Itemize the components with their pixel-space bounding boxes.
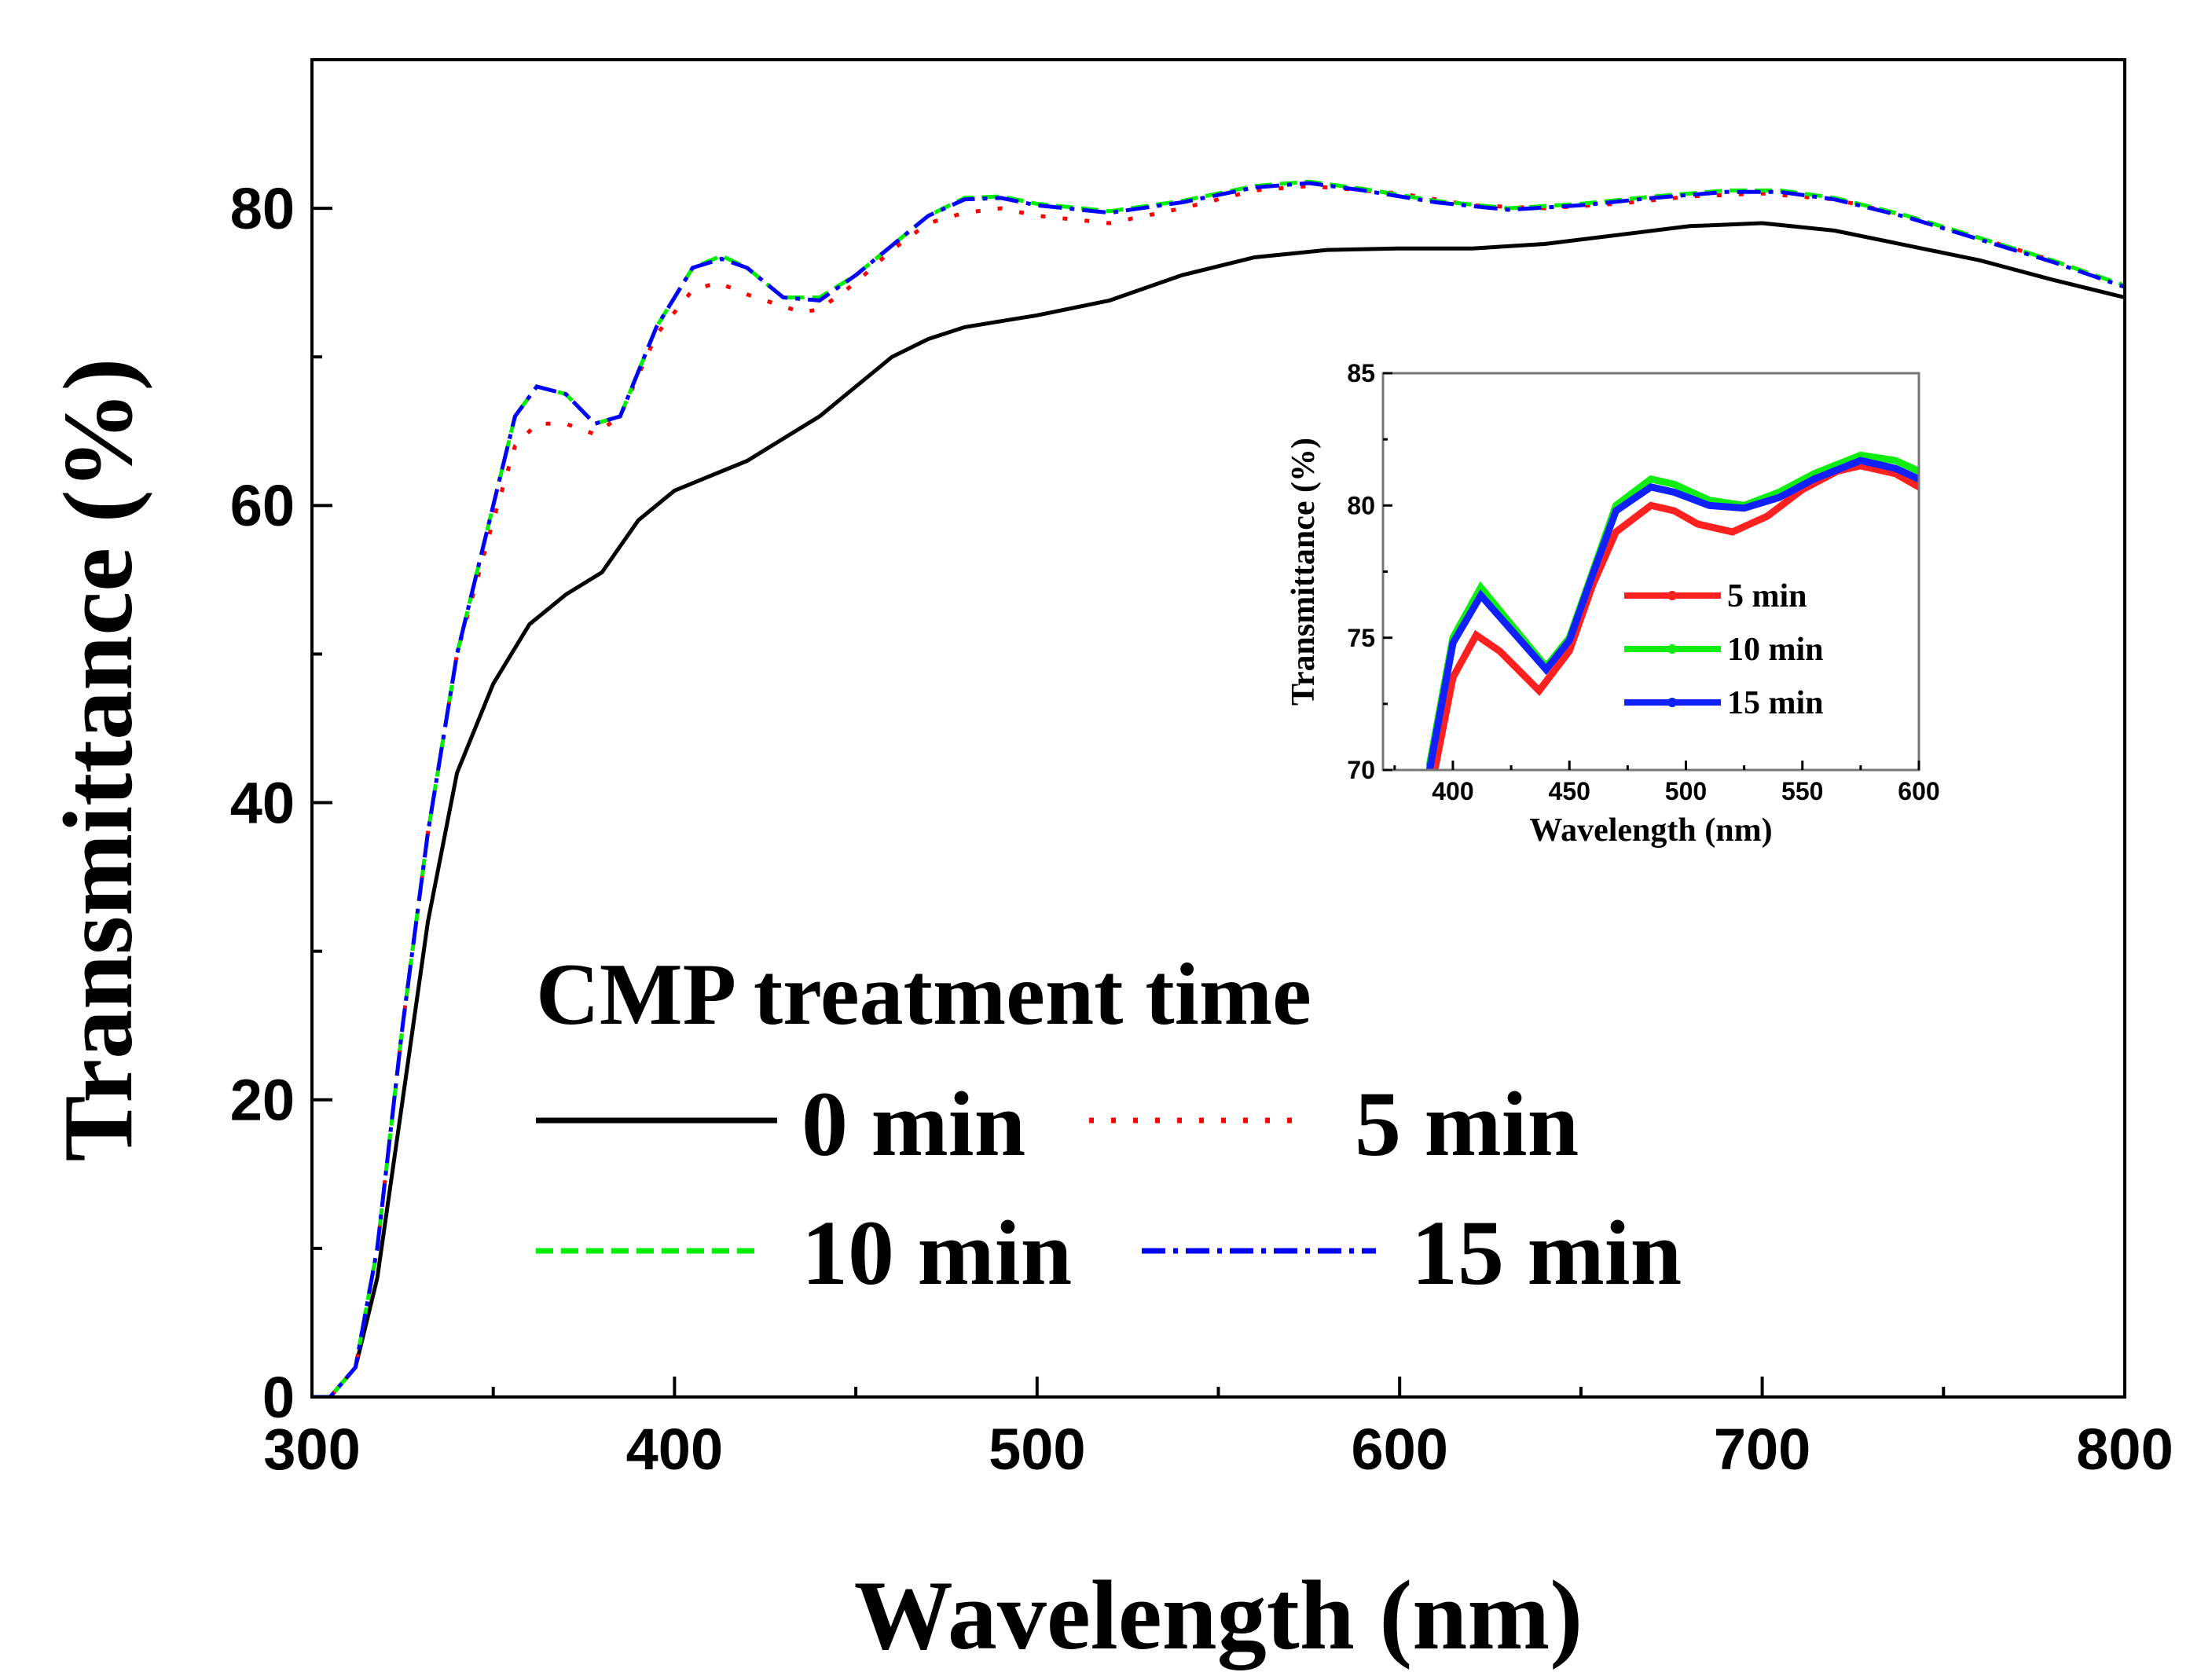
main-y-tick-label: 20 bbox=[230, 1068, 295, 1133]
main-plot: 300 400 500 600 700 800 0 20 40 60 80 Wavelength (n… bbox=[44, 58, 2173, 1670]
inset-x-tick-label: 500 bbox=[1665, 777, 1707, 805]
inset-legend-label: 15 min bbox=[1727, 685, 1824, 721]
main-series-0-min bbox=[312, 221, 2125, 1397]
legend-label: 15 min bbox=[1411, 1201, 1682, 1304]
inset-x-tick-label: 600 bbox=[1898, 777, 1939, 805]
legend-title: CMP treatment time bbox=[536, 946, 1311, 1043]
inset-x-tick-label: 400 bbox=[1432, 777, 1473, 805]
inset-plot: 400 450 500 550 600 70 75 80 85 Wavelength (nm) Tr… bbox=[1286, 359, 1940, 849]
inset-legend-marker bbox=[1667, 591, 1677, 600]
main-series-15-min bbox=[312, 181, 2125, 1397]
main-y-tick-label: 40 bbox=[230, 770, 295, 835]
inset-x-axis-title: Wavelength (nm) bbox=[1529, 812, 1772, 849]
inset-legend-label: 10 min bbox=[1727, 632, 1824, 668]
legend-label: 0 min bbox=[802, 1072, 1025, 1175]
inset-series-5-min bbox=[1431, 462, 1919, 770]
main-y-tick-label: 0 bbox=[262, 1365, 295, 1430]
main-x-tick-label: 800 bbox=[2076, 1417, 2173, 1482]
main-x-tick-label: 400 bbox=[626, 1417, 723, 1482]
inset-y-tick-label: 75 bbox=[1347, 624, 1375, 652]
legend-label: 10 min bbox=[802, 1201, 1072, 1304]
main-y-tick-label: 80 bbox=[230, 176, 295, 241]
legend-label: 5 min bbox=[1355, 1072, 1579, 1175]
inset-y-tick-label: 80 bbox=[1347, 492, 1375, 520]
inset-frame bbox=[1381, 372, 1920, 772]
main-series-5-min bbox=[312, 184, 2125, 1397]
inset-x-tick-label: 550 bbox=[1781, 777, 1823, 805]
main-x-axis-title: Wavelength (nm) bbox=[854, 1561, 1583, 1670]
inset-series-15-min bbox=[1425, 456, 1919, 770]
main-x-tick-label: 600 bbox=[1351, 1417, 1447, 1482]
main-y-tick-label: 60 bbox=[230, 473, 295, 538]
main-y-axis-title: Transmittance (%) bbox=[44, 358, 153, 1162]
main-x-tick-label: 500 bbox=[989, 1417, 1085, 1482]
main-legend: CMP treatment time 0 min 5 min 10 min 15 min bbox=[536, 946, 1682, 1304]
main-series-10-min bbox=[312, 179, 2125, 1397]
inset-series-10-min bbox=[1425, 451, 1919, 768]
inset-legend-marker bbox=[1667, 644, 1677, 654]
main-frame bbox=[310, 58, 2126, 1399]
inset-x-tick-label: 450 bbox=[1549, 777, 1590, 805]
main-x-tick-label: 300 bbox=[263, 1417, 360, 1482]
inset-y-axis-title: Transmittance (%) bbox=[1286, 438, 1322, 706]
inset-y-tick-label: 85 bbox=[1347, 359, 1375, 387]
main-x-tick-label: 700 bbox=[1714, 1417, 1810, 1482]
inset-y-tick-label: 70 bbox=[1347, 756, 1375, 784]
inset-legend-label: 5 min bbox=[1727, 578, 1807, 614]
inset-legend-marker bbox=[1667, 698, 1677, 707]
